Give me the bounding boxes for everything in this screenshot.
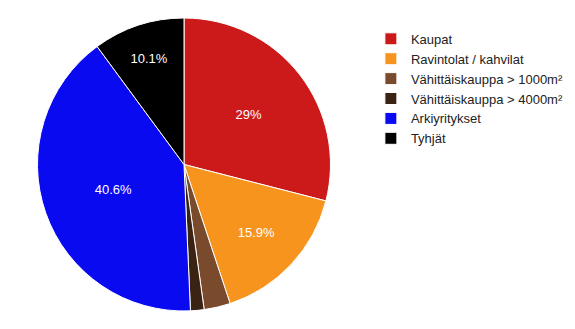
svg-text:Tyhjät: Tyhjät — [411, 131, 446, 146]
svg-text:Ravintolat / kahvilat: Ravintolat / kahvilat — [411, 52, 524, 67]
svg-text:29%: 29% — [235, 107, 261, 122]
svg-text:Arkiyritykset: Arkiyritykset — [411, 111, 481, 126]
svg-text:15.9%: 15.9% — [238, 225, 275, 240]
svg-text:40.6%: 40.6% — [95, 182, 132, 197]
svg-text:Kaupat: Kaupat — [411, 32, 453, 47]
svg-text:Vähittäiskauppa > 4000m²: Vähittäiskauppa > 4000m² — [411, 92, 563, 107]
svg-text:Vähittäiskauppa > 1000m²: Vähittäiskauppa > 1000m² — [411, 72, 563, 87]
svg-text:10.1%: 10.1% — [131, 51, 168, 66]
